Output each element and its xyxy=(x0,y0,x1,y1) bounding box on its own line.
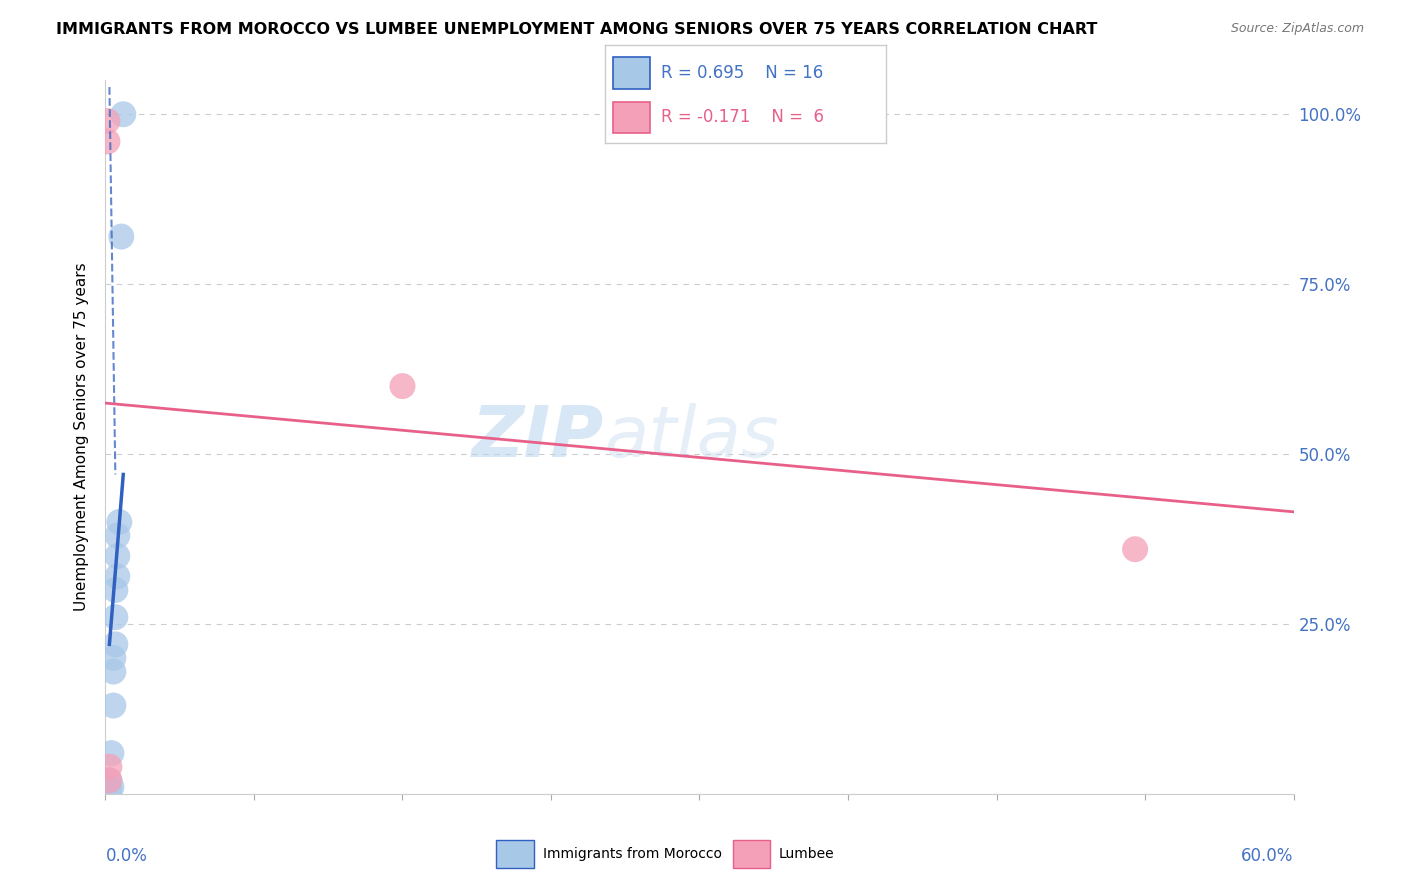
Point xyxy=(100,746,122,760)
FancyBboxPatch shape xyxy=(733,840,770,868)
Text: R = 0.695    N = 16: R = 0.695 N = 16 xyxy=(661,64,823,82)
Y-axis label: Unemployment Among Seniors over 75 years: Unemployment Among Seniors over 75 years xyxy=(75,263,90,611)
Point xyxy=(1123,542,1146,557)
Text: atlas: atlas xyxy=(605,402,779,472)
Point xyxy=(98,773,121,788)
Point xyxy=(96,114,118,128)
Text: Immigrants from Morocco: Immigrants from Morocco xyxy=(543,847,721,861)
Point xyxy=(112,107,135,121)
Point xyxy=(103,651,125,665)
Point xyxy=(96,135,118,149)
Point xyxy=(98,783,121,797)
FancyBboxPatch shape xyxy=(613,102,650,133)
Point xyxy=(98,773,121,788)
FancyBboxPatch shape xyxy=(496,840,534,868)
Text: ZIP: ZIP xyxy=(472,402,605,472)
Point xyxy=(104,582,127,597)
Point xyxy=(108,515,131,529)
Text: Source: ZipAtlas.com: Source: ZipAtlas.com xyxy=(1230,22,1364,36)
Text: IMMIGRANTS FROM MOROCCO VS LUMBEE UNEMPLOYMENT AMONG SENIORS OVER 75 YEARS CORRE: IMMIGRANTS FROM MOROCCO VS LUMBEE UNEMPL… xyxy=(56,22,1098,37)
Point xyxy=(104,610,127,624)
Point xyxy=(105,528,128,542)
Point xyxy=(105,549,128,563)
Point xyxy=(100,780,122,794)
Text: 60.0%: 60.0% xyxy=(1241,847,1294,865)
Point xyxy=(103,665,125,679)
Point xyxy=(104,637,127,651)
Point xyxy=(103,698,125,713)
Text: 0.0%: 0.0% xyxy=(105,847,148,865)
Point xyxy=(110,229,132,244)
Point xyxy=(98,760,121,774)
Point xyxy=(105,569,128,583)
Text: Lumbee: Lumbee xyxy=(779,847,835,861)
Text: R = -0.171    N =  6: R = -0.171 N = 6 xyxy=(661,108,824,126)
FancyBboxPatch shape xyxy=(613,57,650,89)
Point xyxy=(391,379,413,393)
